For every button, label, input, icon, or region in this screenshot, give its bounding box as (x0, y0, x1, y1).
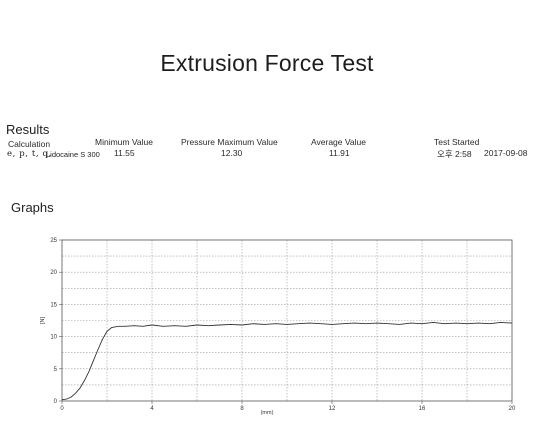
minimum-value-label: Minimum Value (95, 137, 153, 147)
page-title: Extrusion Force Test (160, 50, 374, 76)
x-tick-label: 0 (60, 406, 64, 412)
graphs-heading: Graphs (11, 200, 54, 215)
test-started-time: 오후 2:58 (437, 149, 472, 159)
x-tick-label: 16 (419, 406, 426, 412)
x-axis-label: (mm) (261, 410, 274, 416)
x-tick-label: 20 (509, 406, 516, 412)
x-tick-label: 4 (150, 406, 154, 412)
series-line-force (61, 321, 513, 401)
x-tick-label: 12 (329, 406, 336, 412)
results-heading: Results (6, 122, 50, 137)
y-tick-label: 10 (50, 335, 57, 341)
extrusion-force-chart: 0 5 10 15 20 25 0 4 8 12 16 20 (mm) [N] (40, 238, 516, 416)
y-tick-label: 20 (50, 270, 57, 276)
x-tick-label: 8 (240, 406, 244, 412)
calculation-prefix: e, p, t, q, (7, 149, 52, 159)
y-tick-label: 5 (54, 367, 58, 373)
y-tick-label: 15 (50, 302, 57, 308)
pressure-maximum-label: Pressure Maximum Value (181, 137, 278, 147)
calculation-label: Calculation (8, 139, 51, 149)
pressure-maximum-value: 12.30 (221, 148, 243, 158)
plot-frame (61, 239, 513, 402)
calculation-name: Lidocaine S 300 (46, 150, 100, 159)
y-axis-label: [N] (40, 317, 46, 325)
average-value-label: Average Value (311, 137, 366, 147)
minimum-value: 11.55 (114, 148, 135, 158)
y-tick-label: 25 (50, 238, 57, 244)
test-started-date: 2017-09-08 (484, 148, 528, 158)
test-started-label: Test Started (434, 137, 480, 147)
average-value: 11.91 (329, 148, 350, 158)
y-tick-label: 0 (54, 399, 58, 405)
